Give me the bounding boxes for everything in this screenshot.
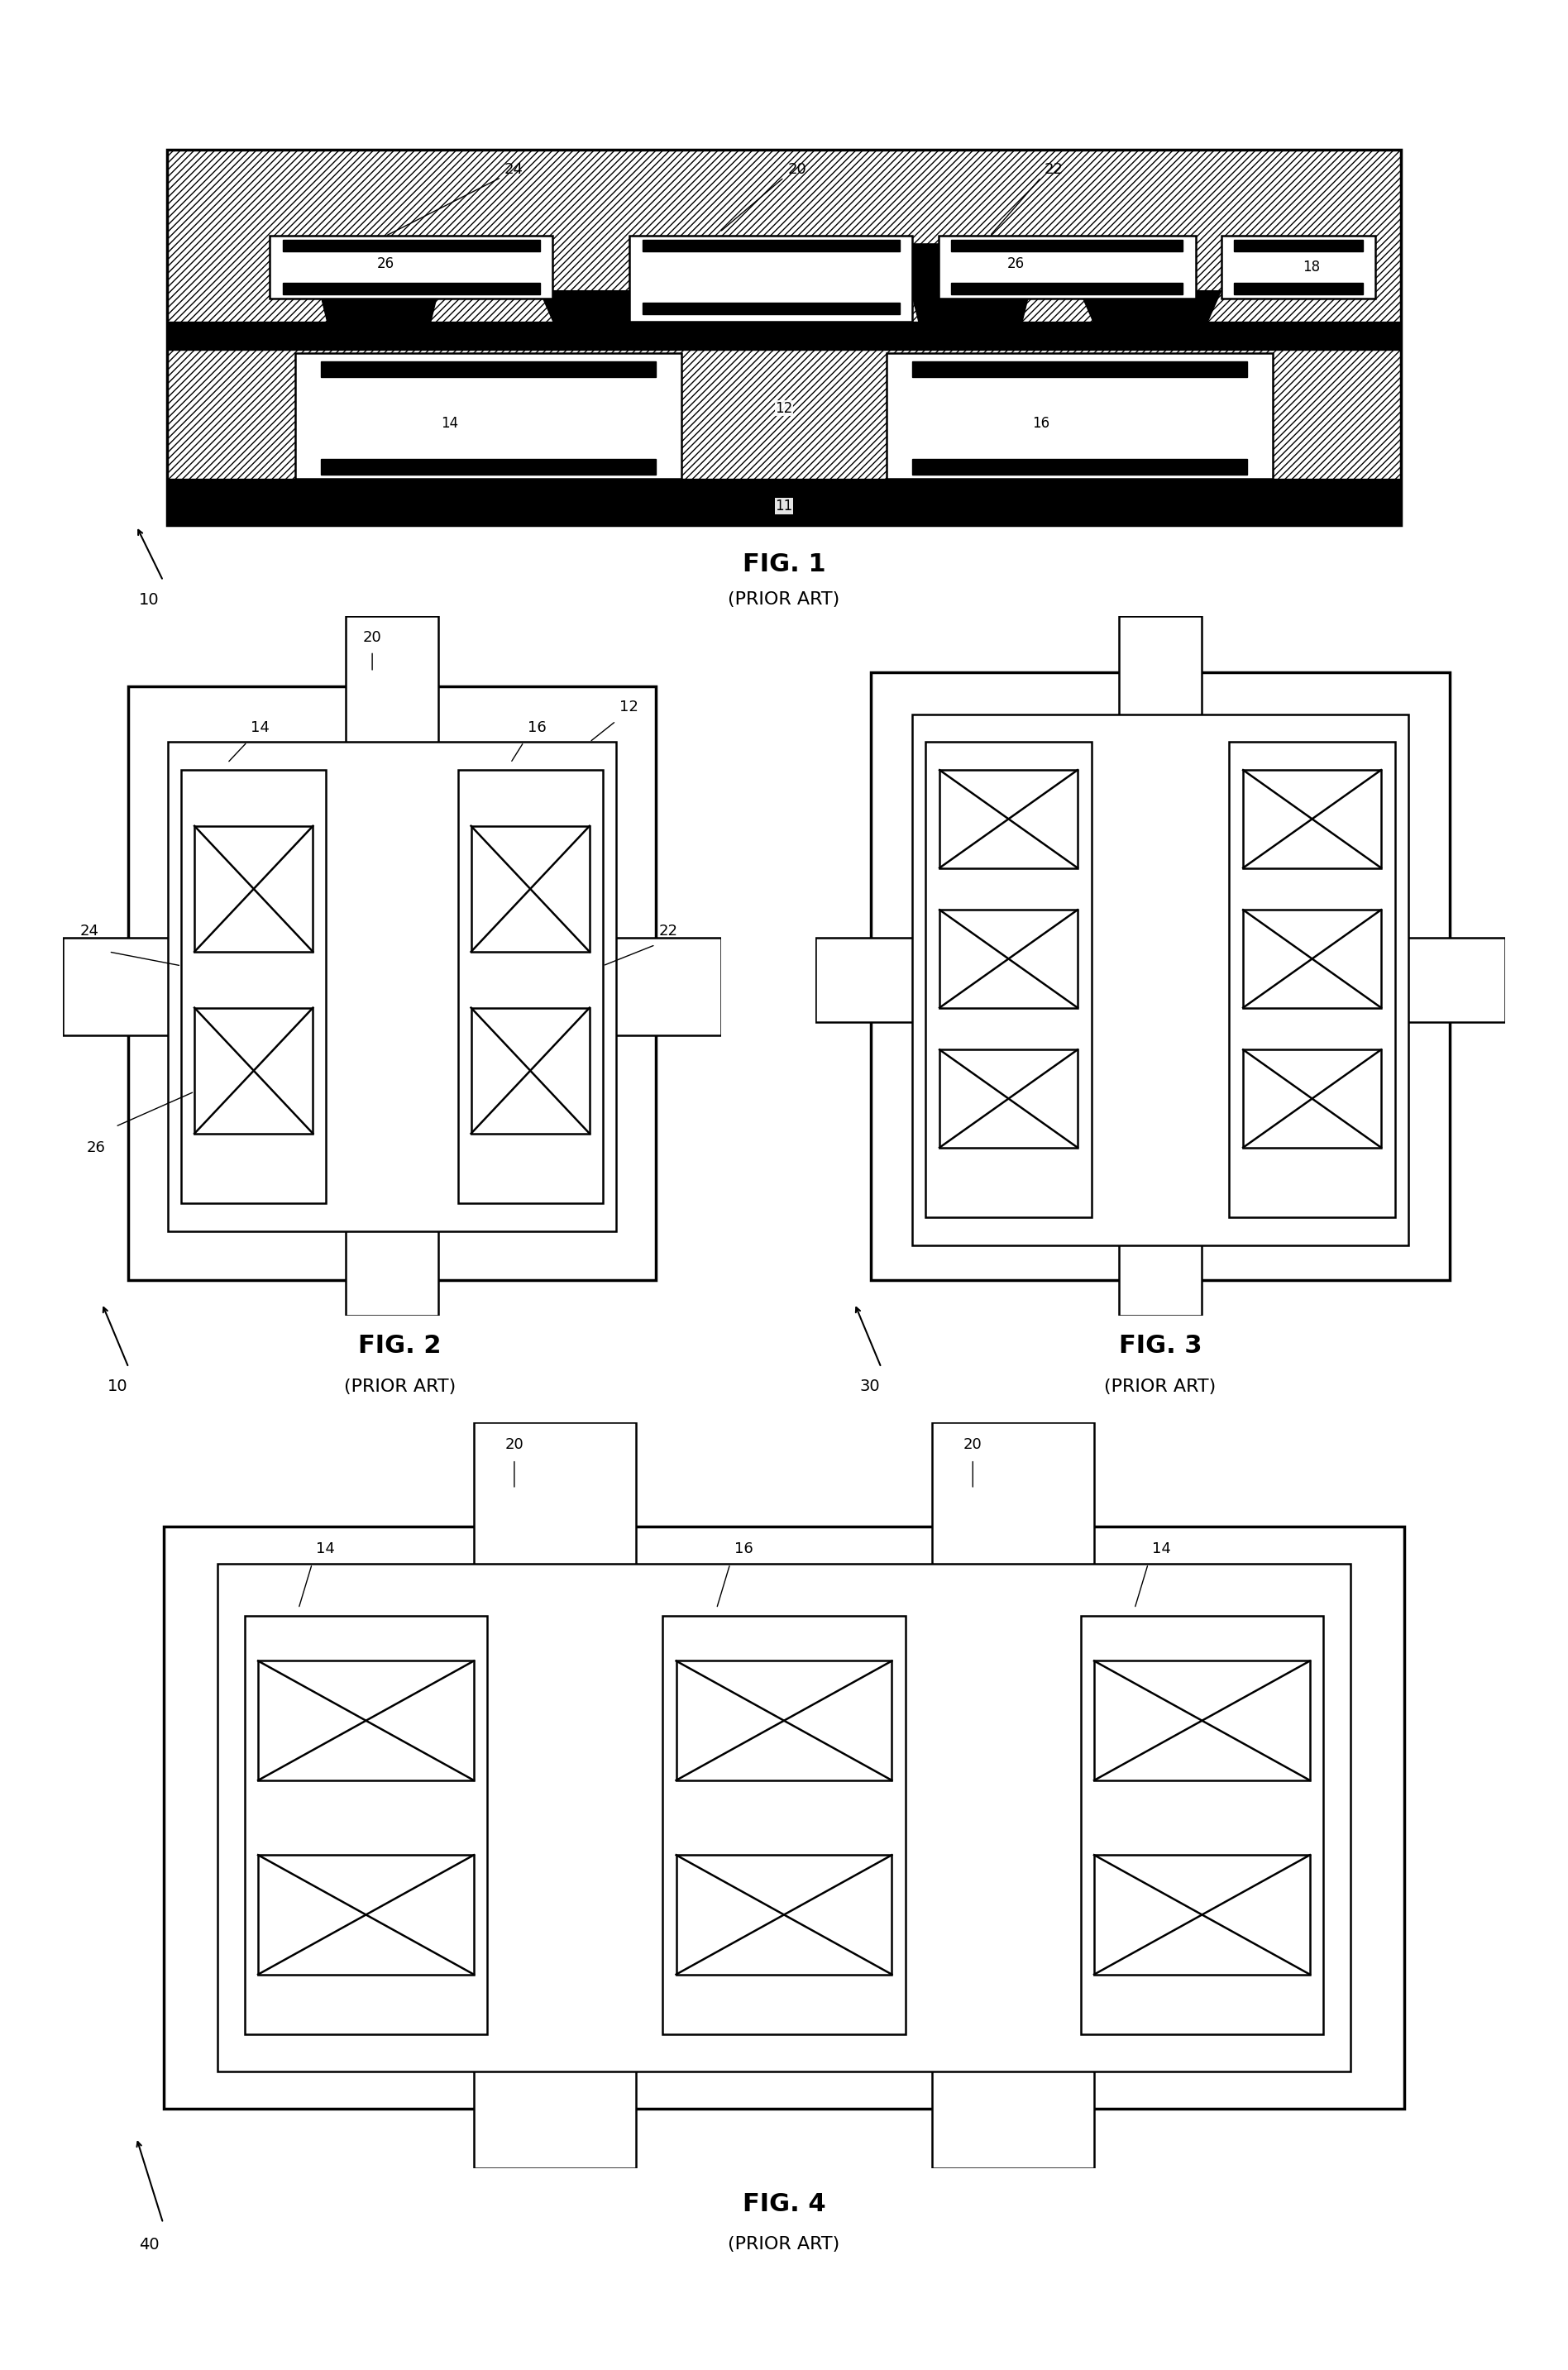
- Bar: [1243, 770, 1381, 867]
- Bar: [1094, 1661, 1309, 1780]
- Bar: [676, 1856, 892, 1974]
- Bar: [939, 910, 1077, 1007]
- Text: 40: 40: [140, 2237, 158, 2252]
- Bar: [1243, 910, 1381, 1007]
- Bar: [913, 460, 1247, 474]
- Polygon shape: [539, 292, 681, 348]
- Bar: [938, 237, 1195, 299]
- Bar: [470, 1007, 590, 1133]
- Bar: [939, 1050, 1077, 1147]
- Bar: [321, 360, 655, 377]
- Polygon shape: [309, 244, 450, 348]
- Bar: [815, 939, 1505, 1021]
- Bar: [282, 282, 539, 294]
- Bar: [168, 742, 616, 1232]
- Bar: [913, 360, 1247, 377]
- Text: 22: 22: [1044, 161, 1063, 178]
- Bar: [245, 1616, 488, 2033]
- Bar: [347, 616, 437, 1315]
- Bar: [1221, 237, 1375, 299]
- Text: 14: 14: [317, 1540, 336, 1557]
- Text: 10: 10: [108, 1379, 127, 1394]
- Bar: [63, 939, 721, 1036]
- Text: 26: 26: [1007, 256, 1024, 270]
- Bar: [470, 827, 590, 953]
- Text: 16: 16: [1032, 417, 1051, 431]
- Text: FIG. 4: FIG. 4: [742, 2192, 826, 2216]
- Bar: [182, 770, 326, 1204]
- Text: 12: 12: [619, 699, 638, 713]
- Bar: [474, 1422, 635, 2169]
- Text: 11: 11: [775, 498, 793, 514]
- Bar: [321, 460, 655, 474]
- Bar: [295, 353, 681, 479]
- Bar: [166, 479, 1402, 526]
- Bar: [163, 1526, 1405, 2109]
- Bar: [166, 322, 1402, 348]
- Text: 26: 26: [86, 1140, 105, 1154]
- Bar: [952, 239, 1182, 251]
- Bar: [630, 237, 913, 322]
- Text: 26: 26: [376, 256, 394, 270]
- Text: 18: 18: [1303, 261, 1320, 275]
- Bar: [259, 1856, 474, 1974]
- Text: 14: 14: [1152, 1540, 1171, 1557]
- Text: 20: 20: [787, 161, 806, 178]
- Bar: [129, 687, 655, 1280]
- Bar: [663, 1616, 905, 2033]
- Text: 16: 16: [527, 720, 546, 735]
- Text: 16: 16: [734, 1540, 753, 1557]
- Bar: [1234, 282, 1363, 294]
- Bar: [458, 770, 602, 1204]
- Text: FIG. 2: FIG. 2: [358, 1334, 442, 1358]
- Bar: [870, 673, 1450, 1280]
- Bar: [282, 239, 539, 251]
- Bar: [939, 770, 1077, 867]
- Text: 20: 20: [963, 1436, 982, 1453]
- Text: 22: 22: [659, 924, 677, 939]
- Polygon shape: [1080, 292, 1221, 348]
- Text: (PRIOR ART): (PRIOR ART): [728, 2237, 840, 2252]
- Bar: [643, 303, 900, 315]
- Bar: [194, 827, 314, 953]
- Bar: [913, 713, 1408, 1247]
- Bar: [676, 1661, 892, 1780]
- Bar: [925, 742, 1091, 1218]
- Bar: [887, 353, 1273, 479]
- Text: FIG. 3: FIG. 3: [1118, 1334, 1203, 1358]
- Text: 20: 20: [362, 630, 381, 645]
- Bar: [952, 282, 1182, 294]
- Bar: [218, 1564, 1350, 2071]
- Bar: [259, 1661, 474, 1780]
- Bar: [1243, 1050, 1381, 1147]
- Text: 12: 12: [775, 401, 793, 415]
- Text: (PRIOR ART): (PRIOR ART): [343, 1379, 456, 1394]
- Text: 20: 20: [505, 1436, 524, 1453]
- Bar: [933, 1422, 1094, 2169]
- Text: 14: 14: [251, 720, 270, 735]
- Bar: [1229, 742, 1396, 1218]
- Bar: [194, 1007, 314, 1133]
- Bar: [643, 239, 900, 251]
- Text: 30: 30: [861, 1379, 880, 1394]
- Text: 14: 14: [441, 417, 458, 431]
- Text: FIG. 1: FIG. 1: [742, 552, 826, 576]
- Text: 10: 10: [140, 592, 158, 607]
- Bar: [1080, 1616, 1323, 2033]
- Text: (PRIOR ART): (PRIOR ART): [728, 592, 840, 607]
- Bar: [1234, 239, 1363, 251]
- Bar: [270, 237, 552, 299]
- Bar: [1120, 616, 1201, 1315]
- Text: 24: 24: [505, 161, 524, 178]
- Polygon shape: [900, 244, 1041, 348]
- Text: 24: 24: [80, 924, 99, 939]
- Bar: [1094, 1856, 1309, 1974]
- Text: (PRIOR ART): (PRIOR ART): [1104, 1379, 1217, 1394]
